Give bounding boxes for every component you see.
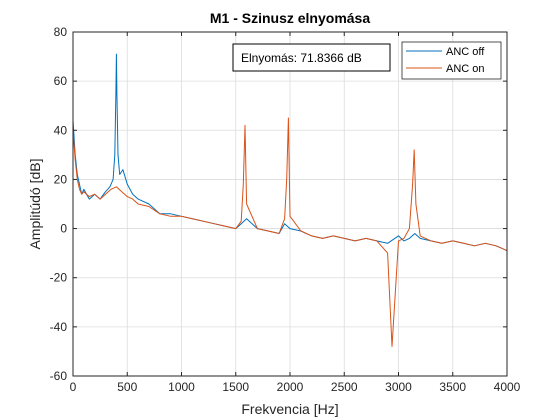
chart-title: M1 - Szinusz elnyomása <box>210 10 370 26</box>
x-tick-label: 1000 <box>168 380 195 394</box>
x-tick-label: 1500 <box>222 380 249 394</box>
y-tick-label: 20 <box>54 172 68 186</box>
y-tick-labels: -60 -40 -20 0 20 40 60 80 <box>50 25 68 383</box>
x-tick-labels: 0 500 1000 1500 2000 2500 3000 3500 4000 <box>70 380 521 394</box>
y-tick-label: 80 <box>54 25 68 39</box>
y-tick-label: 60 <box>54 74 68 88</box>
x-tick-label: 2000 <box>277 380 304 394</box>
x-tick-label: 2500 <box>331 380 358 394</box>
y-axis-label: Amplitúdó [dB] <box>27 158 43 249</box>
annotation-box: Elnyomás: 71.8366 dB <box>232 43 391 72</box>
series-layer <box>72 53 508 347</box>
x-tick-label: 3000 <box>385 380 412 394</box>
legend: ANC off ANC on <box>401 41 502 80</box>
series-line-anc-on <box>72 117 508 347</box>
x-tick-label: 3500 <box>439 380 466 394</box>
annotation-text: Elnyomás: 71.8366 dB <box>241 51 362 65</box>
y-tick-label: -20 <box>50 271 68 285</box>
y-tick-label: 0 <box>60 222 67 236</box>
y-tick-label: 40 <box>54 123 68 137</box>
x-tick-label: 4000 <box>494 380 521 394</box>
axis-ticks <box>72 31 508 377</box>
y-tick-label: -40 <box>50 320 68 334</box>
x-tick-label: 500 <box>117 380 137 394</box>
x-tick-label: 0 <box>70 380 77 394</box>
legend-label-anc-on: ANC on <box>446 63 485 75</box>
x-axis-label: Frekvencia [Hz] <box>241 401 338 417</box>
legend-label-anc-off: ANC off <box>446 46 485 58</box>
y-tick-label: -60 <box>50 369 68 383</box>
